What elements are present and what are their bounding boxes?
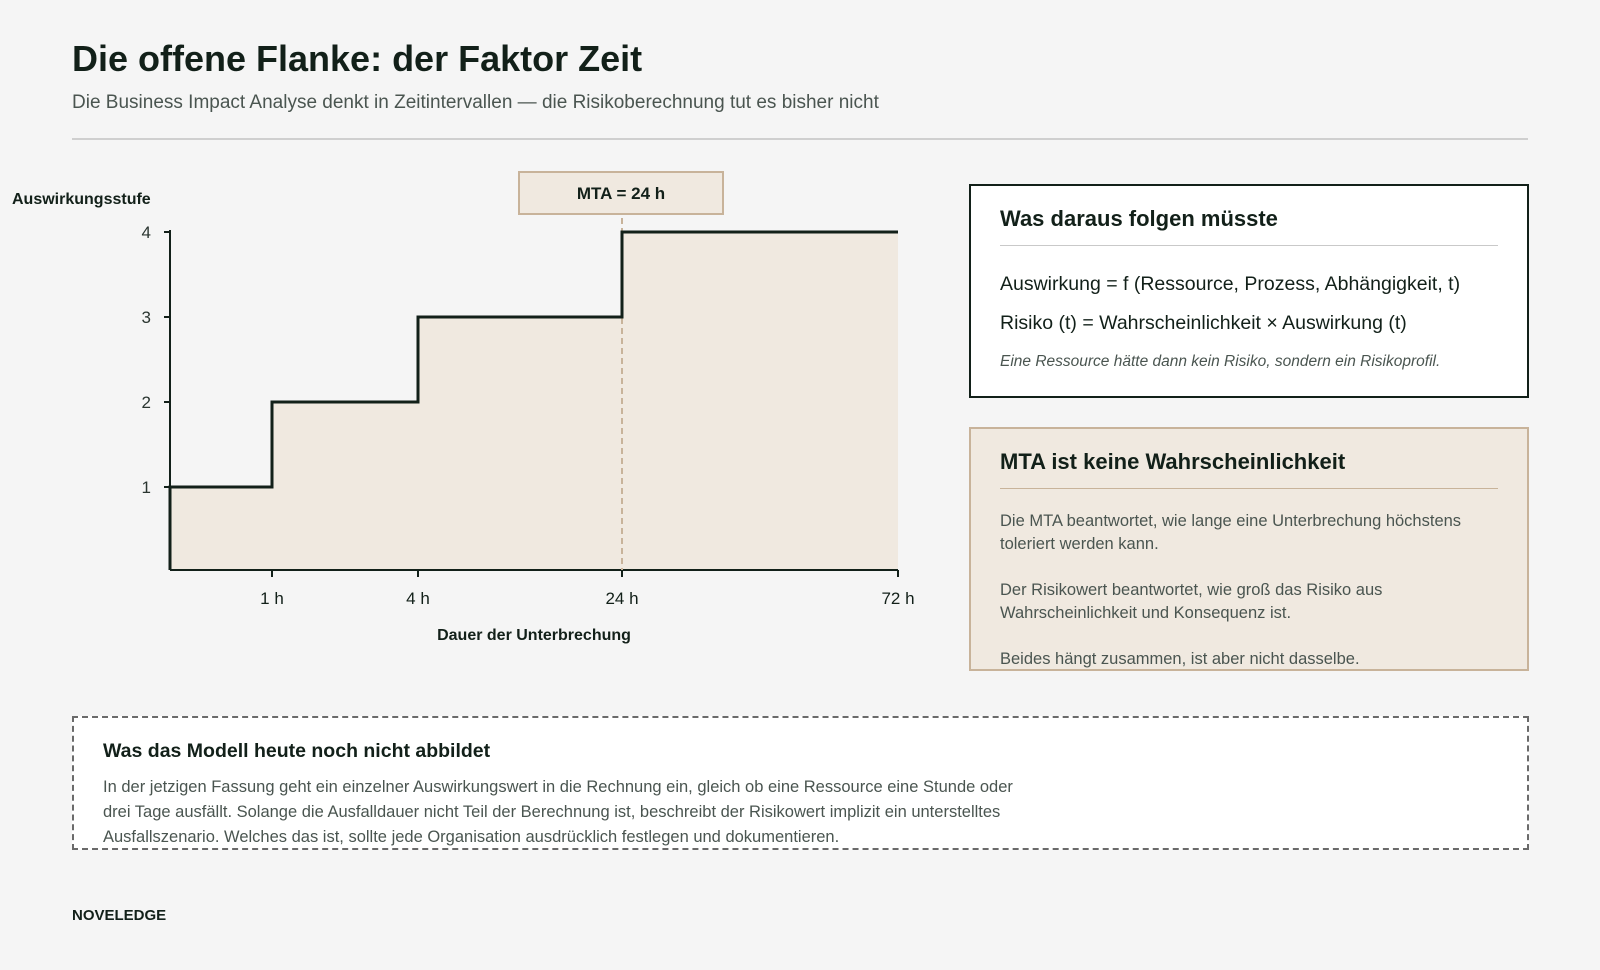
formula-box: Was daraus folgen müsste Auswirkung = f … [969, 184, 1529, 398]
y-tick-label: 2 [142, 393, 151, 412]
formula-impact: Auswirkung = f (Ressource, Prozess, Abhä… [1000, 273, 1461, 295]
chart-area-fill [170, 232, 898, 570]
brand-logo-text: NOVELEDGE [72, 907, 167, 924]
mta-box: MTA ist keine Wahrscheinlichkeit Die MTA… [969, 427, 1529, 671]
mta-paragraph-2: Der Risikowert beantwortet, wie groß das… [1000, 581, 1383, 622]
y-tick-label: 4 [142, 223, 151, 242]
mta-box-title: MTA ist keine Wahrscheinlichkeit [1000, 449, 1498, 489]
model-box-text: In der jetzigen Fassung geht ein einzeln… [103, 778, 1013, 846]
page-subtitle: Die Business Impact Analyse denkt in Zei… [72, 92, 879, 113]
formula-note: Eine Ressource hätte dann kein Risiko, s… [1000, 353, 1441, 370]
x-tick-label: 1 h [260, 589, 284, 608]
page-title: Die offene Flanke: der Faktor Zeit [72, 38, 643, 79]
y-tick-label: 1 [142, 478, 151, 497]
mta-paragraph-3: Beides hängt zusammen, ist aber nicht da… [1000, 650, 1360, 668]
formula-box-title: Was daraus folgen müsste [1000, 206, 1498, 246]
mta-label: MTA = 24 h [577, 184, 665, 203]
x-tick-label: 24 h [605, 589, 638, 608]
x-axis-title: Dauer der Unterbrechung [437, 627, 631, 644]
model-box-title: Was das Modell heute noch nicht abbildet [103, 740, 491, 762]
impact-step-chart: 1 2 3 4 1 h 4 h 24 h 72 h Auswirkungsstufe Dauer … [12, 171, 915, 644]
header-divider [72, 138, 1528, 140]
x-tick-label: 4 h [406, 589, 430, 608]
formula-risk: Risiko (t) = Wahrscheinlichkeit × Auswir… [1000, 312, 1407, 334]
mta-label-box [518, 171, 724, 215]
y-tick-label: 3 [142, 308, 151, 327]
model-limitation-box: Was das Modell heute noch nicht abbildet… [72, 716, 1529, 850]
y-axis-title: Auswirkungsstufe [12, 191, 151, 208]
impact-step-line [168, 230, 898, 570]
x-tick-label: 72 h [881, 589, 914, 608]
mta-paragraph-1: Die MTA beantwortet, wie lange eine Unte… [1000, 512, 1462, 553]
